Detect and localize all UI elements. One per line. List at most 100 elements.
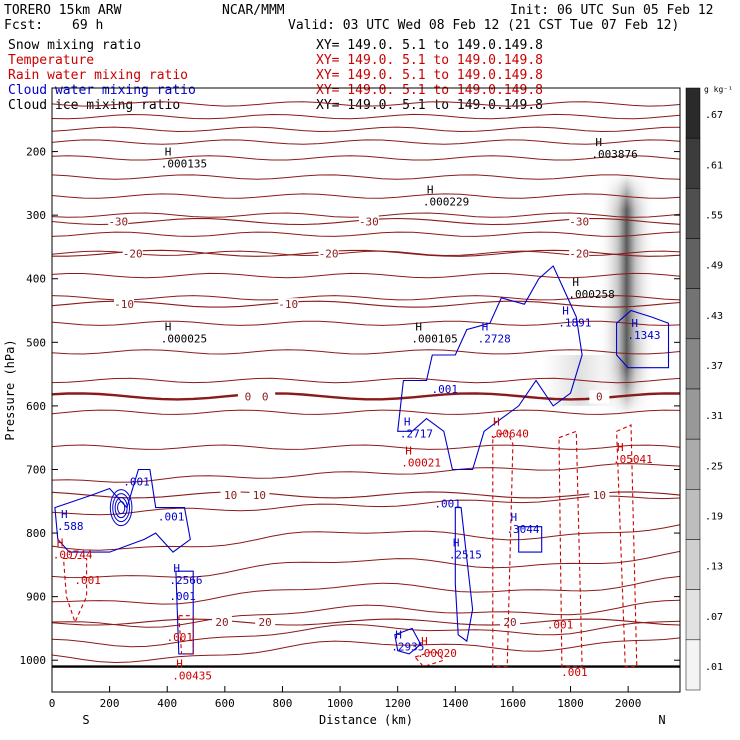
rain-max-value: .00640 xyxy=(489,428,529,441)
contour-maxima: H.000135H.000229H.003876H.000025H.000105… xyxy=(53,136,661,682)
rain-contour xyxy=(414,650,445,668)
rain-contour xyxy=(616,424,638,668)
x-axis-label: Distance (km) xyxy=(319,713,413,727)
y-tick-label: 300 xyxy=(26,209,46,222)
isotherm-label-bg xyxy=(249,488,270,502)
x-tick-label: 200 xyxy=(100,697,120,710)
cloud-water-contour xyxy=(616,309,670,369)
snow-max-h: H xyxy=(165,320,172,333)
isotherm-label-bg xyxy=(278,298,299,312)
cloud-water-ring xyxy=(114,497,128,519)
isotherm-label: 20 xyxy=(259,616,272,629)
snow-max-h: H xyxy=(572,276,579,289)
isotherm-line xyxy=(51,295,681,301)
rain-max-value: .00435 xyxy=(172,669,212,682)
rain-max-value: .05041 xyxy=(613,453,653,466)
isotherm-line xyxy=(51,101,681,107)
colorbar-swatch xyxy=(685,338,701,390)
cloud-water-max-h: H xyxy=(61,508,68,521)
isotherm-line xyxy=(51,495,681,516)
rain-contour xyxy=(492,430,514,668)
snow-max-h: H xyxy=(415,320,422,333)
cloud-water-max-value: .001 xyxy=(169,590,196,603)
isotherm-label-bg xyxy=(569,215,590,229)
y-tick-label: 900 xyxy=(26,591,46,604)
isotherm-label: -30 xyxy=(359,216,379,229)
cloud-water-max-h: H xyxy=(562,304,569,317)
isotherm-label: -10 xyxy=(114,298,134,311)
cloud-water-ring xyxy=(112,493,131,523)
colorbar-swatch xyxy=(685,137,701,189)
cloud-water-max-value: .2566 xyxy=(169,574,202,587)
colorbar-units: g kg⁻¹ xyxy=(704,85,733,94)
isotherm-label-bg xyxy=(589,390,610,404)
colorbar-swatch xyxy=(685,87,701,139)
isotherm-label-bg xyxy=(569,247,590,261)
cloud-water-max-h: H xyxy=(395,629,402,642)
x-tick-label: 800 xyxy=(273,697,293,710)
isotherm-label: 10 xyxy=(593,489,606,502)
legend-entry-name: Rain water mixing ratio xyxy=(8,68,188,83)
isotherm-label-bg xyxy=(220,488,241,502)
cloud-water-max-value: .2728 xyxy=(478,332,511,345)
cloud-water-max-h: H xyxy=(404,416,411,429)
snow-max-h: H xyxy=(595,136,602,149)
isotherm-line xyxy=(51,524,681,551)
hydrometeor-contours xyxy=(54,265,670,668)
isotherm-label: 0 xyxy=(262,390,269,403)
isotherm-label-bg xyxy=(211,616,232,630)
isotherm-label-bg xyxy=(108,215,129,229)
isotherm-line xyxy=(51,349,681,355)
snow-max-value: .003876 xyxy=(591,148,637,161)
valid-time: Valid: 03 UTC Wed 08 Feb 12 (21 CST Tue … xyxy=(288,18,679,33)
cloud-water-max-h: H xyxy=(631,317,638,330)
isotherm-line xyxy=(51,409,681,415)
isotherm-label: -10 xyxy=(278,298,298,311)
forecast-hours: 69 h xyxy=(72,18,103,33)
colorbar-tick-label: .49 xyxy=(705,261,723,272)
snow-shading xyxy=(541,173,656,416)
snow-max-value: .000135 xyxy=(161,157,207,170)
legend-entry-coords: XY= 149.0. 5.1 to 149.0.149.8 xyxy=(316,98,543,113)
plot-border xyxy=(51,87,681,693)
rain-max-value: .00021 xyxy=(401,456,441,469)
y-tick-label: 500 xyxy=(26,336,46,349)
cloud-water-max-h: H xyxy=(482,320,489,333)
snow-max-h: H xyxy=(165,145,172,158)
isotherm-line xyxy=(51,463,681,483)
colorbar-swatch xyxy=(685,288,701,340)
colorbar-tick-label: .25 xyxy=(705,461,723,472)
cloud-water-ring xyxy=(109,489,133,527)
cloud-water-contour xyxy=(394,627,422,655)
colorbar-tick-label: .67 xyxy=(705,110,723,121)
colorbar-tick-label: .31 xyxy=(705,411,723,422)
colorbar-tick-label: .01 xyxy=(705,662,723,673)
isotherm-line xyxy=(51,637,681,664)
x-tick-label: 600 xyxy=(215,697,235,710)
colorbar-tick-label: .43 xyxy=(705,311,723,322)
x-tick-label: 400 xyxy=(157,697,177,710)
legend-entry-coords: XY= 149.0. 5.1 to 149.0.149.8 xyxy=(316,68,543,83)
isotherm-label-bg xyxy=(358,215,379,229)
isotherm-label-bg xyxy=(114,298,135,312)
x-end-label-south: S xyxy=(82,713,89,727)
isotherm-label-bg xyxy=(255,616,276,630)
cloud-water-max-value: .001 xyxy=(158,510,185,523)
colorbar-swatch xyxy=(685,438,701,490)
isotherm-label: -30 xyxy=(108,216,128,229)
legend-entry-name: Temperature xyxy=(8,53,94,68)
cloud-water-max-value: .001 xyxy=(434,498,461,511)
colorbar-swatch xyxy=(685,489,701,540)
plot-frame xyxy=(51,87,681,693)
legend-entry-coords: XY= 149.0. 5.1 to 149.0.149.8 xyxy=(316,53,543,68)
isotherm-line xyxy=(51,320,681,326)
isotherm-line xyxy=(51,231,681,237)
rain-max-value: .00744 xyxy=(53,548,93,561)
isotherm-line xyxy=(51,113,681,120)
rain-max-h: H xyxy=(176,657,183,670)
init-time: Init: 06 UTC Sun 05 Feb 12 xyxy=(510,3,714,18)
cloud-water-ring xyxy=(117,501,126,515)
colorbar-swatch xyxy=(685,238,701,289)
isotherm-line xyxy=(51,575,681,605)
